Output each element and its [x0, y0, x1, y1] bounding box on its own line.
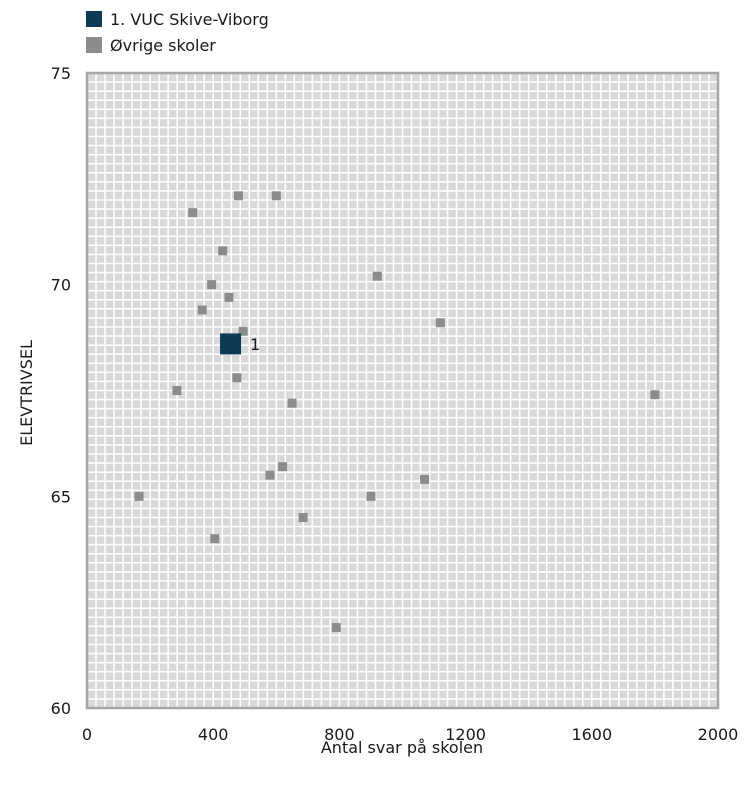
legend-item-other: Øvrige skoler [86, 32, 269, 58]
data-point [366, 491, 376, 501]
data-point [372, 271, 382, 281]
x-tick-label: 1600 [571, 725, 612, 744]
y-tick-label: 60 [51, 699, 71, 718]
data-point [134, 491, 144, 501]
x-axis-ticks: 0 400 800 1200 1600 2000 [82, 725, 738, 744]
data-point [271, 191, 281, 201]
data-point [420, 474, 430, 484]
y-tick-label: 70 [51, 276, 71, 295]
x-tick-label: 2000 [698, 725, 739, 744]
data-point [298, 513, 308, 522]
data-point [331, 623, 341, 633]
legend: 1. VUC Skive-Viborg Øvrige skoler [86, 6, 269, 58]
data-point [210, 534, 220, 544]
plot-border [85, 71, 720, 710]
y-axis-ticks: 60 65 70 75 [51, 64, 71, 718]
point-label: 1 [250, 335, 260, 354]
x-tick-label: 400 [198, 725, 229, 744]
legend-swatch-vuc [86, 11, 102, 27]
highlight-point [220, 333, 242, 355]
legend-label-vuc: 1. VUC Skive-Viborg [110, 9, 269, 29]
data-point [197, 305, 207, 315]
data-point [650, 390, 660, 400]
data-point [435, 318, 445, 328]
data-point [278, 462, 288, 472]
legend-swatch-other [86, 37, 102, 53]
x-tick-label: 800 [324, 725, 355, 744]
data-point [238, 326, 248, 336]
data-point [233, 191, 243, 201]
data-point [265, 470, 275, 480]
y-tick-label: 65 [51, 487, 71, 506]
data-point [172, 386, 182, 395]
data-point [207, 280, 217, 290]
data-point [232, 373, 242, 383]
x-tick-label: 0 [82, 725, 92, 744]
data-point [287, 398, 297, 408]
data-point [224, 292, 234, 302]
data-points: 1 [134, 191, 660, 633]
data-point [218, 246, 228, 256]
grid-lines [87, 73, 718, 708]
data-point [188, 208, 198, 218]
legend-label-other: Øvrige skoler [110, 35, 216, 55]
legend-item-vuc: 1. VUC Skive-Viborg [86, 6, 269, 32]
y-tick-label: 75 [51, 64, 71, 83]
y-axis-title: ELEVTRIVSEL [17, 340, 36, 446]
x-axis-title: Antal svar på skolen [321, 738, 483, 757]
x-tick-label: 1200 [445, 725, 486, 744]
